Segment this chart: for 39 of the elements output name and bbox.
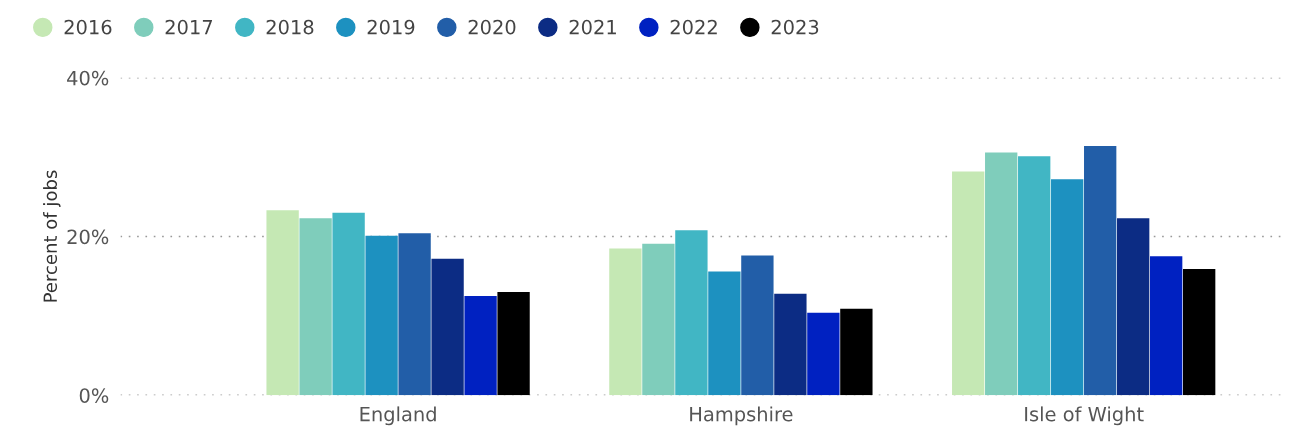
bar <box>1150 256 1183 396</box>
bar <box>708 271 741 396</box>
legend-label: 2017 <box>165 19 213 35</box>
bar <box>741 255 774 396</box>
legend-label: 2023 <box>771 19 819 35</box>
bar <box>299 218 332 396</box>
x-tick-label: Isle of Wight <box>1025 406 1144 426</box>
bar <box>431 258 464 396</box>
bar <box>1183 269 1216 396</box>
bar <box>985 152 1018 396</box>
bar <box>609 248 642 396</box>
x-tick-label: England <box>360 406 436 426</box>
bar <box>840 308 873 396</box>
legend-label: 2016 <box>64 19 112 35</box>
bar <box>675 230 708 396</box>
legend-label: 2018 <box>266 19 314 35</box>
y-tick-label: 0% <box>79 388 109 403</box>
bar <box>774 293 807 396</box>
bar <box>1084 146 1117 396</box>
bar <box>807 312 840 396</box>
bar <box>497 292 530 396</box>
legend-label: 2022 <box>670 19 717 35</box>
bar <box>464 296 497 396</box>
y-tick-label: 40% <box>67 70 109 86</box>
y-axis-title: Percent of jobs <box>43 170 61 302</box>
bar <box>1018 156 1051 396</box>
bar <box>266 210 299 396</box>
legend-label: 2019 <box>367 19 415 35</box>
bar <box>1117 218 1150 396</box>
bar <box>398 233 431 396</box>
legend-label: 2021 <box>569 19 616 35</box>
legend-label: 2020 <box>468 19 516 35</box>
bar <box>952 171 985 396</box>
bar <box>642 243 675 396</box>
x-tick-label: Hampshire <box>690 406 793 426</box>
bar <box>1051 179 1084 396</box>
bar <box>332 212 365 396</box>
bar <box>365 235 398 396</box>
y-tick-label: 20% <box>67 229 109 245</box>
